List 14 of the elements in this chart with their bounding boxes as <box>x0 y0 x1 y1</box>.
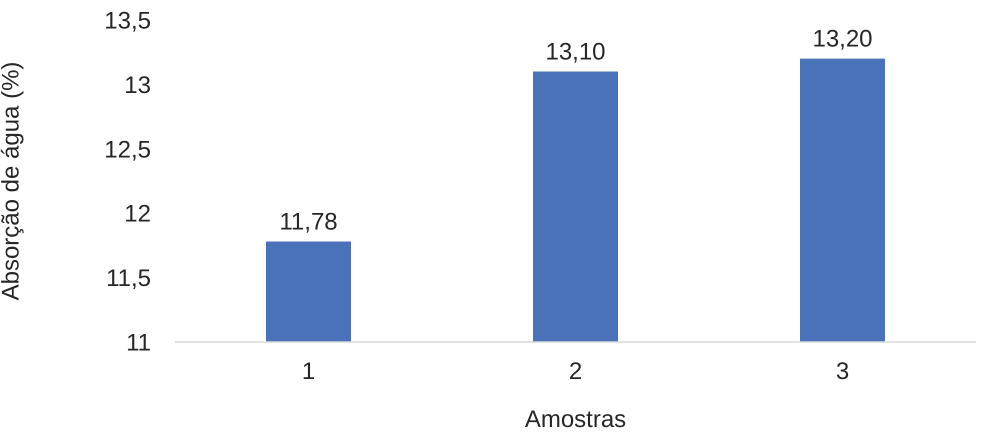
data-label: 13,10 <box>545 38 606 66</box>
data-label: 13,20 <box>812 26 873 53</box>
x-tick-label: 2 <box>568 358 582 386</box>
y-tick-label: 11,5 <box>106 265 151 292</box>
y-tick-label: 12,5 <box>104 136 151 164</box>
y-axis-title: Absorção de água (%) <box>0 62 25 300</box>
y-tick-label: 13 <box>124 72 151 99</box>
x-tick-label: 3 <box>836 358 850 386</box>
y-tick-label: 11 <box>126 330 151 357</box>
data-label: 11,78 <box>279 208 338 236</box>
y-tick-label: 13,5 <box>104 8 151 35</box>
x-axis-title: Amostras <box>524 406 626 433</box>
y-tick-label: 12 <box>124 200 151 228</box>
x-tick-label: 1 <box>302 358 316 386</box>
